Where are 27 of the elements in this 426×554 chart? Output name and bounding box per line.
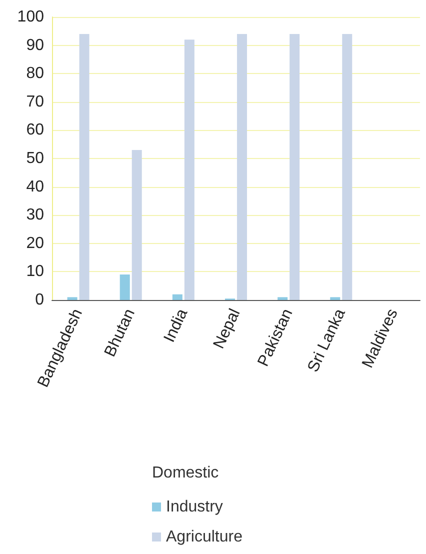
bar	[278, 297, 288, 300]
x-tick-label: India	[161, 306, 192, 346]
y-tick-label: 0	[35, 292, 44, 308]
bar	[342, 34, 352, 300]
bar	[132, 150, 142, 300]
legend-title: Domestic	[152, 464, 219, 482]
y-tick-label: 10	[26, 263, 44, 280]
y-tick-label: 20	[26, 234, 44, 252]
x-tick-label: Nepal	[210, 306, 244, 352]
bar	[290, 34, 300, 300]
bar	[330, 297, 340, 300]
y-tick-label: 100	[17, 8, 44, 26]
y-tick-label: 30	[26, 206, 44, 224]
bar	[184, 40, 194, 300]
bar	[79, 34, 90, 300]
bar	[237, 34, 247, 300]
legend-label: Agriculture	[166, 528, 243, 546]
bar	[67, 297, 78, 300]
bar	[120, 274, 130, 300]
y-tick-label: 50	[26, 150, 44, 167]
y-tick-label: 80	[26, 65, 44, 82]
y-tick-label: 40	[26, 178, 44, 196]
bar	[172, 294, 182, 300]
y-tick-label: 70	[26, 93, 44, 110]
legend-label: Industry	[166, 498, 223, 516]
y-tick-label: 90	[26, 36, 44, 54]
y-tick-label: 60	[26, 122, 44, 139]
